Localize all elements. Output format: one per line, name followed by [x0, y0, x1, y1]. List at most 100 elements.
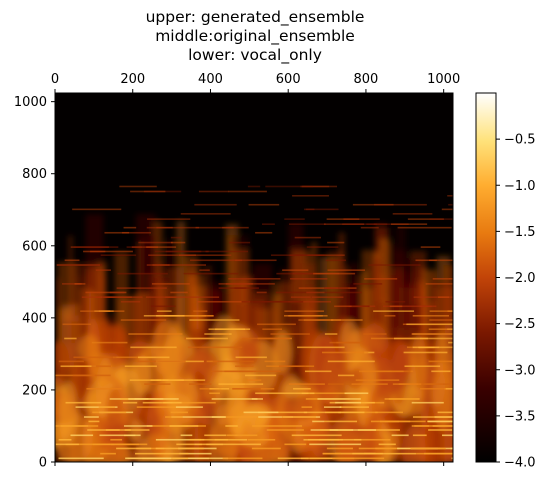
- energy-blob: [150, 319, 188, 378]
- harmonic-line: [111, 443, 139, 446]
- harmonic-line: [64, 259, 80, 262]
- harmonic-line: [284, 310, 325, 312]
- harmonic-line: [275, 291, 316, 294]
- harmonic-line: [300, 185, 330, 188]
- harmonic-line: [243, 411, 279, 414]
- harmonic-line: [99, 434, 136, 437]
- harmonic-line: [258, 411, 308, 414]
- harmonic-line: [360, 226, 379, 229]
- harmonic-line: [298, 319, 341, 321]
- harmonic-line: [262, 328, 283, 331]
- harmonic-line: [355, 379, 400, 381]
- harmonic-line: [444, 387, 453, 390]
- energy-blob: [196, 388, 218, 425]
- energy-blob: [376, 374, 395, 402]
- y-tick-label-3: 600: [22, 239, 47, 254]
- harmonic-line: [65, 443, 115, 446]
- harmonic-line: [88, 420, 100, 423]
- harmonic-line: [180, 434, 193, 437]
- harmonic-line: [120, 300, 141, 303]
- harmonic-line: [187, 346, 243, 349]
- harmonic-line: [186, 337, 228, 340]
- harmonic-line: [391, 223, 428, 225]
- harmonic-line: [225, 283, 275, 285]
- harmonic-line: [74, 283, 86, 285]
- harmonic-line: [411, 401, 444, 404]
- harmonic-line: [183, 272, 239, 275]
- harmonic-line: [129, 379, 162, 381]
- harmonic-line: [137, 356, 170, 359]
- harmonic-line: [261, 300, 304, 303]
- harmonic-line: [189, 438, 205, 441]
- harmonic-line: [412, 416, 453, 418]
- harmonic-line: [85, 291, 127, 294]
- harmonic-line: [64, 337, 77, 340]
- harmonic-line: [199, 438, 248, 441]
- harmonic-line: [428, 429, 453, 431]
- harmonic-line: [146, 425, 189, 427]
- harmonic-line: [100, 254, 137, 257]
- harmonic-line: [351, 383, 388, 385]
- harmonic-line: [143, 190, 182, 193]
- harmonic-line: [442, 434, 453, 437]
- harmonic-line: [293, 387, 311, 390]
- harmonic-line: [282, 269, 309, 271]
- y-tick-label-1: 200: [22, 383, 47, 398]
- harmonic-line: [123, 226, 137, 229]
- harmonic-line: [258, 416, 294, 418]
- harmonic-line: [72, 374, 111, 377]
- harmonic-line: [420, 337, 453, 340]
- harmonic-line: [375, 411, 403, 414]
- harmonic-line: [176, 443, 202, 446]
- harmonic-line: [234, 434, 258, 437]
- harmonic-line: [303, 411, 342, 414]
- harmonic-line: [247, 185, 261, 188]
- harmonic-line: [432, 278, 451, 280]
- harmonic-line: [128, 333, 183, 335]
- harmonic-line: [278, 365, 307, 368]
- harmonic-line: [406, 346, 418, 349]
- harmonic-line: [431, 370, 451, 373]
- energy-blob: [89, 352, 112, 387]
- harmonic-line: [351, 305, 370, 308]
- harmonic-line: [317, 398, 361, 400]
- harmonic-line: [324, 287, 349, 289]
- harmonic-line: [135, 452, 189, 455]
- harmonic-line: [397, 226, 452, 229]
- harmonic-line: [302, 185, 338, 188]
- harmonic-line: [288, 223, 326, 225]
- harmonic-line: [327, 383, 344, 385]
- harmonic-line: [73, 246, 119, 248]
- harmonic-line: [313, 272, 356, 275]
- harmonic-line: [58, 360, 84, 363]
- harmonic-line: [403, 351, 448, 354]
- harmonic-line: [449, 278, 453, 280]
- harmonic-line: [198, 314, 214, 317]
- harmonic-line: [170, 236, 182, 239]
- harmonic-line: [277, 457, 309, 460]
- harmonic-line: [142, 401, 182, 404]
- harmonic-line: [428, 360, 453, 363]
- harmonic-line: [370, 420, 411, 423]
- harmonic-line: [247, 379, 262, 381]
- harmonic-line: [170, 241, 186, 244]
- harmonic-line: [344, 392, 369, 395]
- energy-blob: [313, 332, 344, 388]
- harmonic-line: [151, 283, 190, 285]
- harmonic-line: [146, 246, 177, 248]
- harmonic-line: [325, 259, 347, 262]
- harmonic-line: [327, 360, 375, 363]
- harmonic-line: [124, 429, 150, 431]
- harmonic-line: [311, 296, 344, 298]
- harmonic-line: [305, 208, 339, 211]
- harmonic-line: [234, 287, 259, 289]
- harmonic-line: [270, 333, 310, 335]
- harmonic-line: [312, 420, 325, 423]
- harmonic-line: [338, 411, 365, 414]
- harmonic-line: [110, 438, 123, 441]
- harmonic-line: [298, 287, 338, 289]
- harmonic-line: [336, 341, 363, 344]
- harmonic-line: [136, 406, 188, 408]
- harmonic-line: [307, 254, 345, 257]
- harmonic-line: [128, 398, 179, 400]
